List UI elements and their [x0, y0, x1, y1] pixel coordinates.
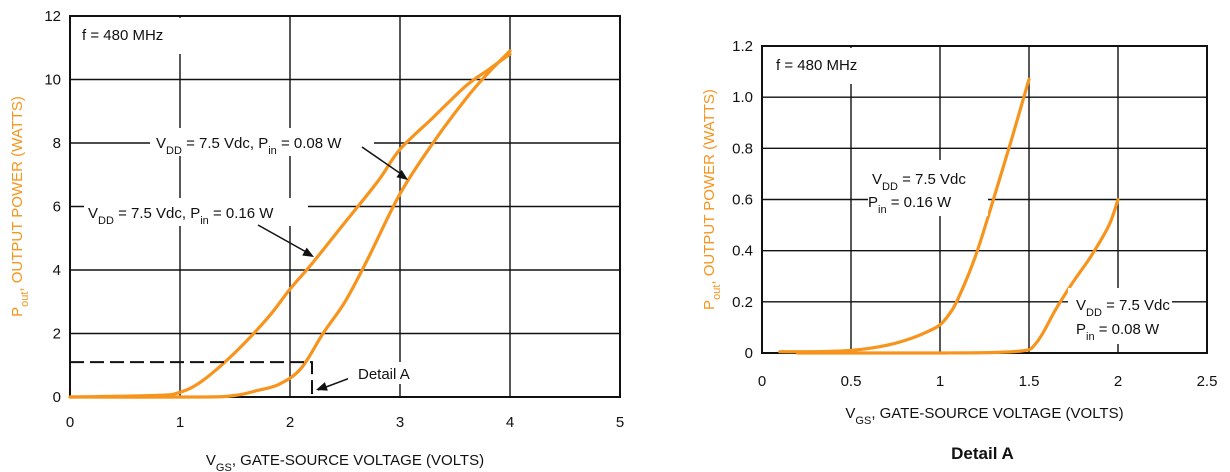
- annotation-bg: [84, 198, 308, 226]
- y-tick-label: 1.0: [732, 89, 753, 106]
- y-axis-label: Pout, OUTPUT POWER (WATTS): [9, 96, 31, 317]
- y-axis-label: Pout, OUTPUT POWER (WATTS): [701, 89, 723, 310]
- annotation-line-2: Pin = 0.16 W: [868, 194, 952, 216]
- annotation-pin-0-08w: VDD = 7.5 Vdc, Pin = 0.08 W: [150, 128, 408, 180]
- detail-a-label: Detail A: [358, 366, 410, 383]
- detail-a-chart: 0 0.5 1 1.5 2 2.5 0 0.2 0.4 0.6 0.8 1.0 1.2 VGS, GATE…: [701, 38, 1217, 463]
- series-line-pin-0-16w: [778, 77, 1031, 354]
- x-tick-label: 2: [1114, 373, 1122, 390]
- x-tick-label: 0.5: [841, 373, 862, 390]
- x-tick-label: 5: [616, 414, 624, 431]
- annotation-line-1: VDD = 7.5 Vdc: [872, 171, 966, 193]
- note-background: [72, 18, 192, 54]
- y-tick-label: 0: [53, 389, 61, 406]
- annotation-arrow: [257, 224, 309, 254]
- detail-a-box: [70, 361, 313, 397]
- x-axis-label: VGS, GATE-SOURCE VOLTAGE (VOLTS): [845, 405, 1123, 427]
- x-tick-label: 4: [506, 414, 514, 431]
- annotation-bg: [1068, 288, 1172, 344]
- y-tick-label: 0.4: [732, 243, 753, 260]
- y-tick-label: 0: [745, 345, 753, 362]
- detail-a-caption: Detail A: [951, 444, 1014, 463]
- x-tick-label: 1: [936, 373, 944, 390]
- y-tick-label: 1.2: [732, 38, 753, 55]
- x-tick-label: 0: [66, 414, 74, 431]
- x-axis-label: VGS, GATE-SOURCE VOLTAGE (VOLTS): [206, 452, 484, 472]
- y-tick-label: 6: [53, 199, 61, 216]
- y-tick-label: 12: [44, 8, 61, 25]
- x-tick-label: 0: [758, 373, 766, 390]
- y-tick-label: 8: [53, 135, 61, 152]
- y-tick-label: 4: [53, 262, 61, 279]
- annotation-pin-0-16w: VDD = 7.5 Vdc, Pin = 0.16 W: [84, 198, 314, 257]
- annotation-text: VDD = 7.5 Vdc, Pin = 0.16 W: [88, 205, 274, 227]
- y-tick-label: 10: [44, 72, 61, 89]
- annotation-text: VDD = 7.5 Vdc, Pin = 0.08 W: [156, 135, 342, 157]
- annotation-bg: [868, 160, 988, 216]
- x-tick-label: 2: [286, 414, 294, 431]
- x-tick-label: 1: [176, 414, 184, 431]
- detail-a-callout: Detail A: [316, 362, 426, 391]
- y-tick-label: 0.6: [732, 192, 753, 209]
- x-tick-label: 2.5: [1197, 373, 1218, 390]
- frequency-note: f = 480 MHz: [764, 48, 880, 84]
- x-tick-label: 1.5: [1019, 373, 1040, 390]
- annotation-line-1: VDD = 7.5 Vdc: [1076, 297, 1170, 319]
- frequency-note: f = 480 MHz: [72, 18, 192, 54]
- note-background: [764, 48, 880, 84]
- detail-a-arrowhead: [316, 382, 328, 391]
- plot-frame: [69, 15, 621, 398]
- frequency-note-text: f = 480 MHz: [82, 27, 163, 44]
- annotation-arrowhead: [302, 247, 314, 257]
- y-tick-label: 0.2: [732, 294, 753, 311]
- series-line-pin-0-08w: [68, 49, 512, 399]
- detail-a-label-bg: [348, 362, 426, 384]
- x-tick-label: 3: [396, 414, 404, 431]
- annotation-bg: [150, 128, 374, 156]
- y-tick-label: 2: [53, 326, 61, 343]
- series-line-pin-0-08w: [796, 197, 1120, 355]
- annotation-arrowhead: [396, 169, 408, 180]
- annotation-arrow: [361, 146, 405, 177]
- frequency-note-text: f = 480 MHz: [776, 57, 857, 74]
- y-tick-label: 0.8: [732, 140, 753, 157]
- annotation-line-2: Pin = 0.08 W: [1076, 321, 1160, 343]
- series-line-pin-0-16w: [68, 52, 512, 399]
